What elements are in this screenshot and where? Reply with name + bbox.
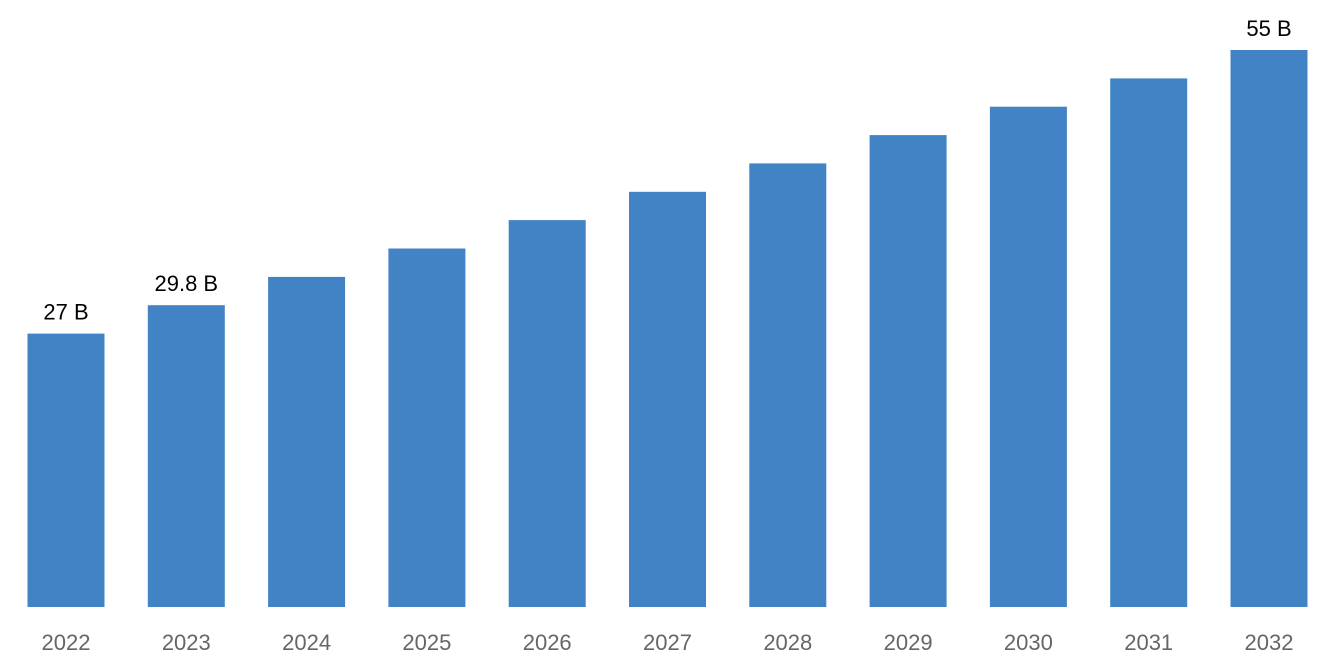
bars-group xyxy=(27,50,1308,608)
data-labels-group: 27 B 29.8 B 55 B xyxy=(43,16,1291,325)
bar-2025 xyxy=(388,248,466,607)
bar-2032 xyxy=(1230,50,1308,607)
x-tick-label-2032: 2032 xyxy=(1245,630,1294,655)
x-tick-label-2025: 2025 xyxy=(402,630,451,655)
bar-2026 xyxy=(508,220,586,607)
x-tick-label-2030: 2030 xyxy=(1004,630,1053,655)
x-tick-label-2024: 2024 xyxy=(282,630,331,655)
x-tick-label-2023: 2023 xyxy=(162,630,211,655)
bar-2023 xyxy=(147,305,225,607)
x-axis-tick-labels: 2022 2023 2024 2025 2026 2027 2028 2029 2030 2031… xyxy=(42,630,1294,655)
x-tick-label-2027: 2027 xyxy=(643,630,692,655)
data-label-2032: 55 B xyxy=(1246,16,1291,41)
bar-2029 xyxy=(869,135,947,607)
data-label-2023: 29.8 B xyxy=(154,271,218,296)
x-tick-label-2022: 2022 xyxy=(42,630,91,655)
bar-2027 xyxy=(629,191,706,608)
x-tick-label-2029: 2029 xyxy=(884,630,933,655)
bar-2022 xyxy=(27,333,105,607)
bar-2030 xyxy=(989,106,1067,607)
data-label-2022: 27 B xyxy=(43,300,88,325)
x-tick-label-2026: 2026 xyxy=(523,630,572,655)
bar-2024 xyxy=(268,276,346,607)
bar-2031 xyxy=(1110,78,1188,607)
x-tick-label-2031: 2031 xyxy=(1124,630,1173,655)
bar-2028 xyxy=(749,163,827,607)
x-tick-label-2028: 2028 xyxy=(763,630,812,655)
